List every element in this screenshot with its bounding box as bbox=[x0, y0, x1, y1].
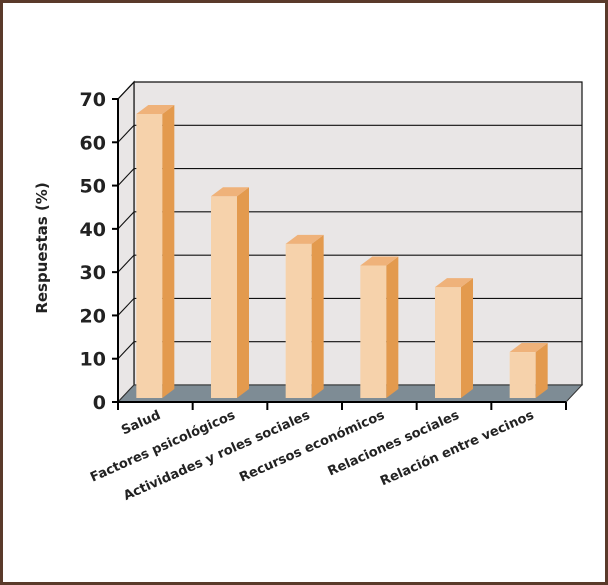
gridline bbox=[117, 341, 582, 360]
back-wall bbox=[133, 81, 583, 386]
y-tick-label: 10 bbox=[80, 349, 106, 371]
bar-side bbox=[461, 278, 473, 398]
bar bbox=[360, 256, 399, 398]
bar-top bbox=[285, 234, 324, 244]
gridline bbox=[117, 124, 582, 143]
y-tick-label: 30 bbox=[80, 262, 106, 284]
y-tick-label: 20 bbox=[80, 305, 106, 327]
bar bbox=[285, 234, 324, 398]
category-label: Salud bbox=[119, 408, 163, 438]
gridline bbox=[117, 81, 582, 100]
y-tick-label: 50 bbox=[80, 176, 106, 198]
category-label: Recursos económicos bbox=[237, 408, 387, 486]
bar-side bbox=[386, 256, 399, 398]
gridline bbox=[117, 168, 582, 186]
bars bbox=[136, 104, 548, 398]
bar-side bbox=[535, 343, 548, 398]
gridline bbox=[117, 254, 582, 273]
y-axis-title: Respuestas (%) bbox=[33, 182, 51, 313]
bar-front bbox=[360, 265, 387, 398]
bar-front bbox=[509, 352, 536, 398]
bar-top bbox=[509, 343, 548, 353]
gridline bbox=[117, 297, 582, 316]
gridlines bbox=[117, 81, 582, 360]
bar bbox=[509, 343, 548, 398]
y-tick-label: 70 bbox=[80, 89, 106, 111]
gridline bbox=[117, 211, 582, 230]
bar-front bbox=[435, 287, 461, 398]
bar-top bbox=[360, 256, 399, 266]
bar-top bbox=[136, 104, 175, 114]
bar-side bbox=[162, 104, 175, 398]
bar-front bbox=[211, 196, 237, 398]
side-wall bbox=[117, 80, 135, 404]
bar-front bbox=[136, 113, 163, 398]
y-tick-label: 60 bbox=[80, 132, 106, 154]
bar-top bbox=[211, 187, 249, 197]
bar-front bbox=[285, 243, 312, 398]
bar bbox=[211, 187, 249, 398]
y-tick-label: 0 bbox=[93, 392, 106, 414]
bar bbox=[435, 278, 473, 398]
y-tick-label: 40 bbox=[80, 219, 106, 241]
bar-side bbox=[237, 187, 249, 398]
axes bbox=[112, 98, 567, 410]
bar bbox=[136, 104, 175, 398]
bar-side bbox=[311, 234, 324, 398]
bar-top bbox=[435, 278, 473, 288]
y-tick-labels: 0 10 20 30 40 50 60 70 bbox=[80, 89, 106, 414]
